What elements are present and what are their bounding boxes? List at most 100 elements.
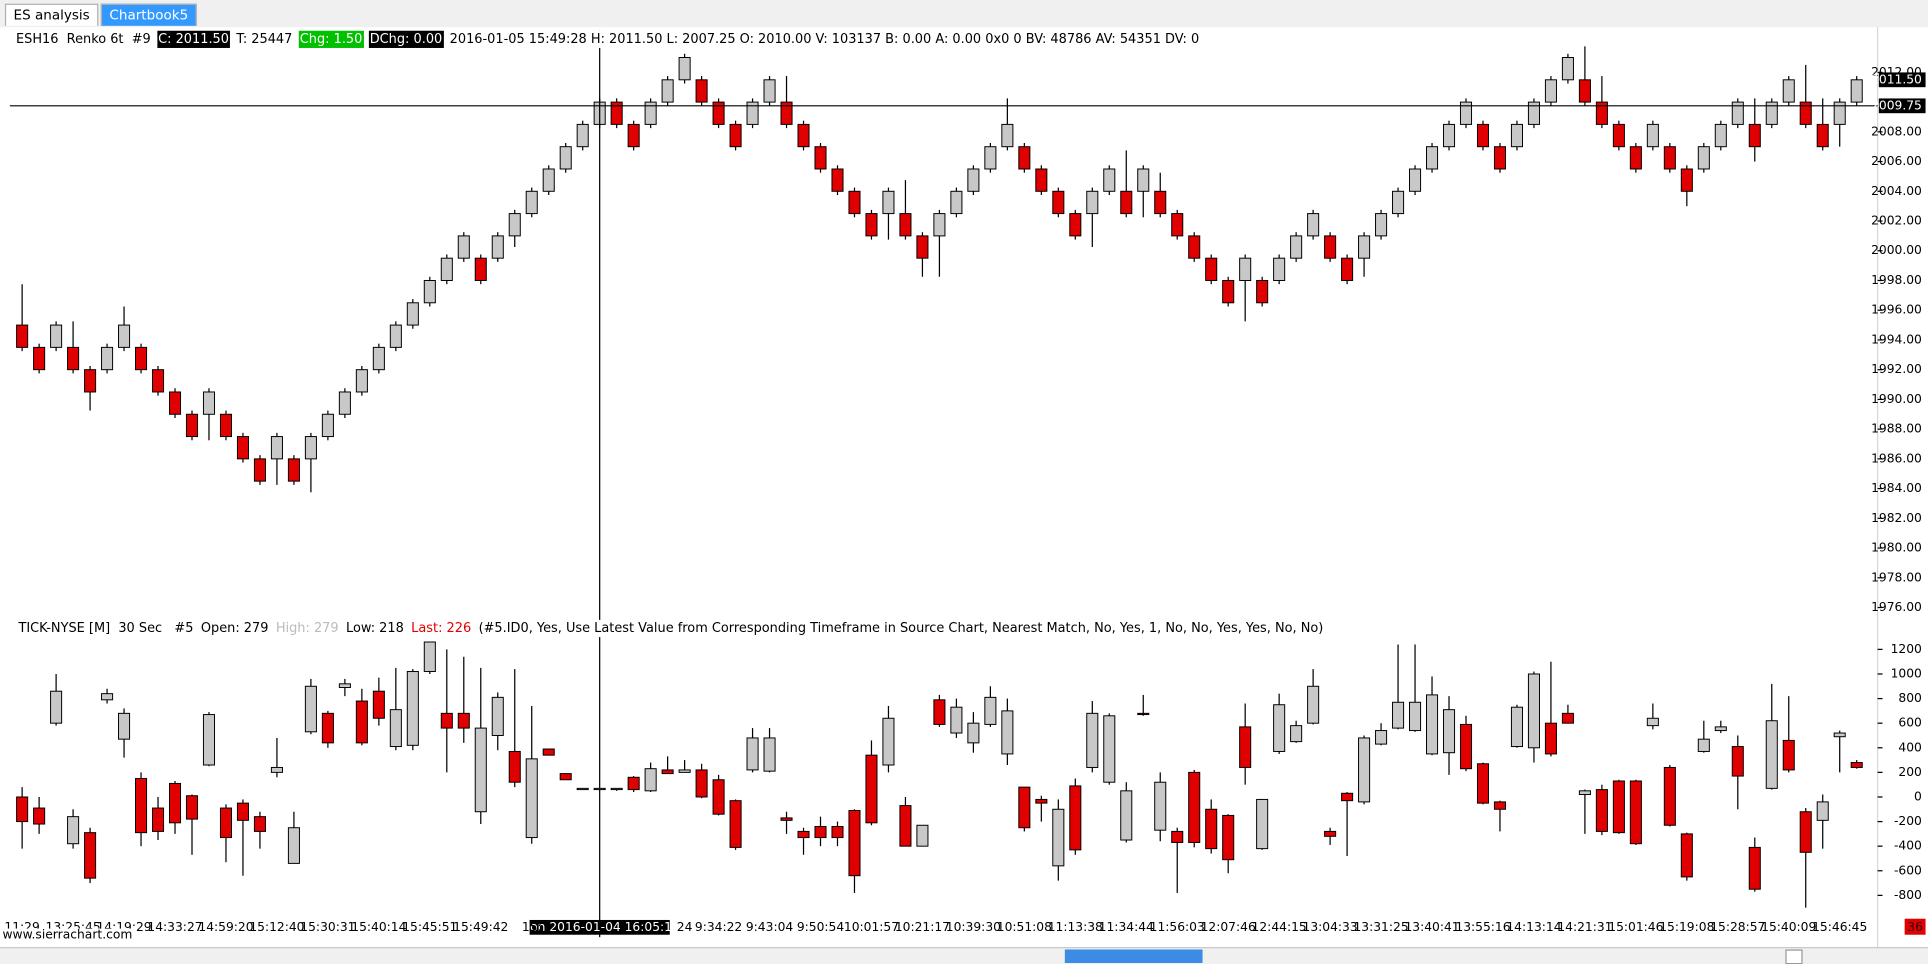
- candle-body: [1476, 123, 1490, 148]
- y-tick-label: -800: [1894, 888, 1922, 902]
- candle-body: [1086, 712, 1099, 768]
- x-tick-label: 10:01:57: [844, 920, 899, 934]
- candle-body: [118, 324, 131, 348]
- candle-body: [440, 712, 453, 729]
- x-tick-label: 15:49:42: [453, 920, 508, 934]
- x-tick-label: 10:21:17: [895, 920, 950, 934]
- candle-body: [1018, 786, 1031, 829]
- y-tick-label: 1990.00: [1871, 392, 1922, 406]
- candle-body: [1035, 798, 1048, 804]
- crosshair-time-label: Mon 2016-01-04 16:05:19: [520, 920, 680, 934]
- candle-body: [1154, 190, 1167, 215]
- candle-body: [1358, 235, 1371, 259]
- x-tick-label: 15:01:46: [1608, 920, 1663, 934]
- candle-body: [525, 190, 538, 215]
- y-tick-label: 0: [1914, 789, 1922, 803]
- candle-body: [644, 101, 657, 125]
- candle-body: [16, 324, 29, 348]
- candle-body: [304, 685, 317, 733]
- last-price-label: 2011.50: [1871, 72, 1922, 86]
- candle-body: [1680, 168, 1693, 192]
- candle-body: [1527, 101, 1540, 125]
- candle-body: [1069, 785, 1082, 851]
- candle-body: [1663, 146, 1676, 170]
- candle-body: [1137, 168, 1150, 192]
- tab[interactable]: Chartbook5: [100, 3, 197, 26]
- candle-body: [1493, 801, 1507, 810]
- candle-body: [1510, 123, 1523, 148]
- scrollbar[interactable]: [0, 947, 1928, 964]
- candle-body: [576, 787, 589, 791]
- x-tick-label: 15:46:45: [1812, 920, 1867, 934]
- candle-body: [84, 832, 97, 879]
- candle-body: [1239, 257, 1252, 281]
- candle-body: [746, 737, 759, 771]
- candle-body: [287, 827, 300, 864]
- y-tick-label: 1976.00: [1871, 600, 1922, 614]
- scroll-thumb[interactable]: [1064, 949, 1203, 964]
- scroll-handle[interactable]: [1785, 949, 1803, 964]
- candle-body: [202, 391, 216, 415]
- candle-body: [1052, 808, 1065, 867]
- candle-body: [746, 101, 759, 125]
- countdown-label: 36: [1907, 920, 1923, 934]
- candle-body: [1324, 830, 1337, 837]
- candle-body: [1680, 833, 1693, 878]
- y-tick-label: 1200: [1891, 642, 1922, 656]
- candle-body: [321, 712, 334, 744]
- candle-body: [831, 168, 844, 192]
- candle-body: [1154, 781, 1167, 831]
- candle-body: [355, 369, 368, 393]
- candle-body: [1137, 712, 1150, 716]
- candle-body: [168, 391, 182, 415]
- y-tick-label: 1980.00: [1871, 541, 1922, 555]
- candle-body: [1799, 811, 1812, 853]
- candle-body: [899, 805, 912, 847]
- candle-body: [593, 787, 606, 791]
- candle-body: [304, 436, 317, 460]
- candle-body: [270, 436, 283, 460]
- candle-body: [152, 369, 165, 393]
- info-field: High: 279: [274, 619, 340, 638]
- info-field: C: 2011.50: [156, 30, 231, 48]
- chart-title: ESH16 Renko 6t #9: [15, 31, 151, 47]
- x-tick-label: 11:56:03: [1150, 920, 1205, 934]
- candle-body: [270, 766, 283, 773]
- candle-body: [542, 168, 555, 192]
- candle-body: [185, 795, 199, 820]
- countdown-box: [1904, 918, 1926, 935]
- candle-body: [559, 773, 572, 781]
- candle-body: [1748, 123, 1761, 148]
- last-price-box: [1878, 72, 1926, 88]
- candle-body: [1171, 830, 1184, 843]
- candle-body: [1052, 190, 1065, 215]
- candle-body: [627, 123, 640, 148]
- y-tick-label: -600: [1894, 863, 1922, 877]
- candle-body: [1459, 723, 1473, 770]
- candle-body: [729, 123, 742, 148]
- candle-body: [16, 796, 29, 823]
- candle-body: [1256, 798, 1269, 850]
- candle-body: [1392, 701, 1405, 729]
- x-tick-label: 14:33:27: [147, 920, 202, 934]
- x-tick-label: 9:50:54: [797, 920, 845, 934]
- candle-body: [1646, 717, 1659, 727]
- y-tick-label: 2002.00: [1871, 214, 1922, 228]
- candle-body: [695, 79, 708, 103]
- candle-body: [729, 800, 742, 848]
- y-tick-label: 1986.00: [1871, 451, 1922, 465]
- y-tick-label: 1998.00: [1871, 273, 1922, 287]
- candle-body: [1392, 190, 1405, 215]
- info-field: Last: 226: [409, 619, 473, 638]
- candles: [16, 641, 1863, 908]
- tab[interactable]: ES analysis: [4, 3, 99, 26]
- candle-body: [1612, 780, 1625, 834]
- candle-body: [1697, 146, 1710, 170]
- candle-body: [1544, 79, 1557, 103]
- candle-body: [202, 714, 216, 766]
- candle-body: [1850, 79, 1863, 103]
- y-tick-label: 1994.00: [1871, 332, 1922, 346]
- candle-body: [661, 769, 674, 775]
